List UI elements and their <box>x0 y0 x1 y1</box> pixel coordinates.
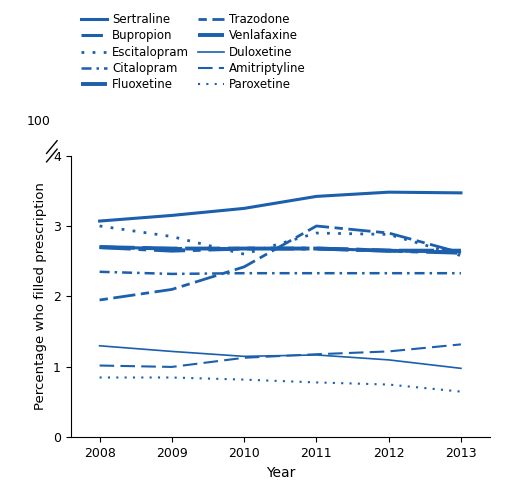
Paroxetine <box>169 375 175 381</box>
Paroxetine <box>96 375 103 381</box>
Line: Bupropion: Bupropion <box>99 247 461 252</box>
Duloxetine <box>314 352 320 358</box>
Amitriptyline <box>96 363 103 368</box>
Escitalopram <box>386 231 392 237</box>
Venlafaxine <box>314 245 320 251</box>
Trazodone <box>169 287 175 293</box>
Sertraline <box>241 206 247 211</box>
X-axis label: Year: Year <box>266 466 295 480</box>
Paroxetine <box>314 380 320 385</box>
Amitriptyline <box>241 355 247 361</box>
Citalopram <box>458 270 464 276</box>
Fluoxetine <box>386 248 392 254</box>
Trazodone <box>314 223 320 229</box>
Duloxetine <box>241 353 247 359</box>
Citalopram <box>241 270 247 276</box>
Escitalopram <box>241 251 247 257</box>
Duloxetine <box>169 348 175 354</box>
Line: Fluoxetine: Fluoxetine <box>99 247 461 253</box>
Line: Duloxetine: Duloxetine <box>99 346 461 368</box>
Sertraline <box>169 212 175 218</box>
Bupropion <box>241 245 247 251</box>
Bupropion <box>169 245 175 251</box>
Trazodone <box>386 230 392 236</box>
Legend: Sertraline, Bupropion, Escitalopram, Citalopram, Fluoxetine, Trazodone, Venlafax: Sertraline, Bupropion, Escitalopram, Cit… <box>77 8 311 96</box>
Duloxetine <box>386 357 392 363</box>
Bupropion <box>96 244 103 250</box>
Escitalopram <box>169 234 175 240</box>
Trazodone <box>458 250 464 256</box>
Amitriptyline <box>386 348 392 354</box>
Fluoxetine <box>169 248 175 254</box>
Y-axis label: Percentage who filled prescription: Percentage who filled prescription <box>34 183 47 410</box>
Bupropion <box>458 249 464 255</box>
Trazodone <box>241 264 247 270</box>
Escitalopram <box>314 230 320 236</box>
Amitriptyline <box>169 364 175 370</box>
Line: Citalopram: Citalopram <box>99 272 461 274</box>
Line: Venlafaxine: Venlafaxine <box>99 247 461 251</box>
Venlafaxine <box>96 244 103 250</box>
Venlafaxine <box>386 248 392 254</box>
Line: Amitriptyline: Amitriptyline <box>99 345 461 367</box>
Bupropion <box>386 248 392 254</box>
Citalopram <box>314 270 320 276</box>
Text: 100: 100 <box>27 115 50 128</box>
Duloxetine <box>458 365 464 371</box>
Venlafaxine <box>169 245 175 251</box>
Paroxetine <box>241 377 247 382</box>
Amitriptyline <box>458 342 464 347</box>
Citalopram <box>169 271 175 277</box>
Venlafaxine <box>458 248 464 254</box>
Sertraline <box>458 190 464 196</box>
Amitriptyline <box>314 351 320 357</box>
Fluoxetine <box>241 245 247 251</box>
Line: Trazodone: Trazodone <box>99 226 461 300</box>
Escitalopram <box>96 223 103 229</box>
Bupropion <box>314 245 320 251</box>
Duloxetine <box>96 343 103 349</box>
Fluoxetine <box>96 244 103 250</box>
Sertraline <box>314 193 320 199</box>
Line: Escitalopram: Escitalopram <box>99 226 461 256</box>
Sertraline <box>386 189 392 195</box>
Escitalopram <box>458 253 464 259</box>
Fluoxetine <box>458 250 464 256</box>
Trazodone <box>96 297 103 303</box>
Line: Paroxetine: Paroxetine <box>99 378 461 392</box>
Paroxetine <box>458 389 464 395</box>
Venlafaxine <box>241 245 247 251</box>
Citalopram <box>96 269 103 275</box>
Fluoxetine <box>314 245 320 251</box>
Paroxetine <box>386 382 392 387</box>
Sertraline <box>96 218 103 224</box>
Citalopram <box>386 270 392 276</box>
Line: Sertraline: Sertraline <box>99 192 461 221</box>
